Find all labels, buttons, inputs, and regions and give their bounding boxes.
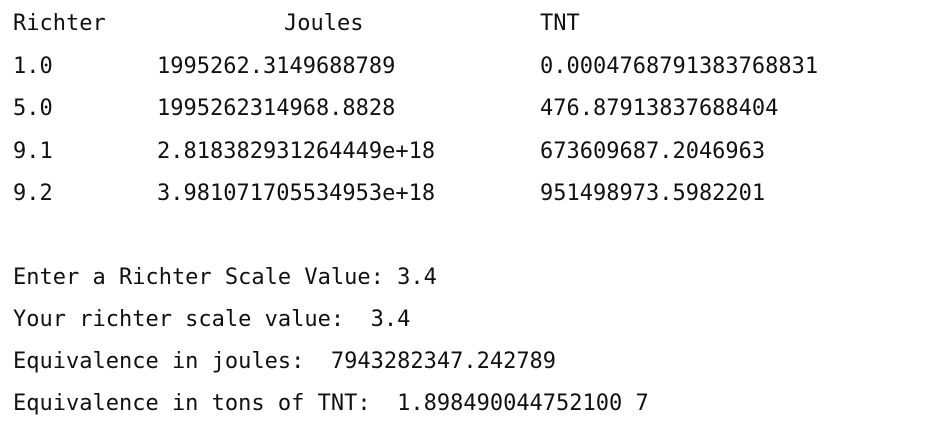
row-joules: 1995262314968.8828: [157, 96, 396, 121]
row-richter: 1.0: [13, 54, 53, 79]
row-joules: 1995262.3149688789: [157, 54, 396, 79]
row-richter: 5.0: [13, 96, 53, 121]
joules-line: Equivalence in joules: 7943282347.242789: [13, 349, 557, 374]
value-line: Your richter scale value: 3.4: [13, 307, 411, 332]
header-richter: Richter: [13, 11, 106, 36]
tnt-line: Equivalence in tons of TNT: 1.8984900447…: [13, 391, 649, 416]
row-tnt: 951498973.5982201: [540, 181, 766, 206]
header-joules: Joules: [284, 11, 364, 36]
row-joules: 2.818382931264449e+18: [157, 139, 436, 164]
prompt-line: Enter a Richter Scale Value: 3.4: [13, 265, 437, 290]
header-tnt: TNT: [540, 11, 580, 36]
row-richter: 9.2: [13, 181, 53, 206]
row-tnt: 0.0004768791383768831: [540, 54, 819, 79]
row-richter: 9.1: [13, 139, 53, 164]
row-tnt: 673609687.2046963: [540, 139, 766, 164]
row-joules: 3.981071705534953e+18: [157, 181, 436, 206]
row-tnt: 476.87913837688404: [540, 96, 779, 121]
